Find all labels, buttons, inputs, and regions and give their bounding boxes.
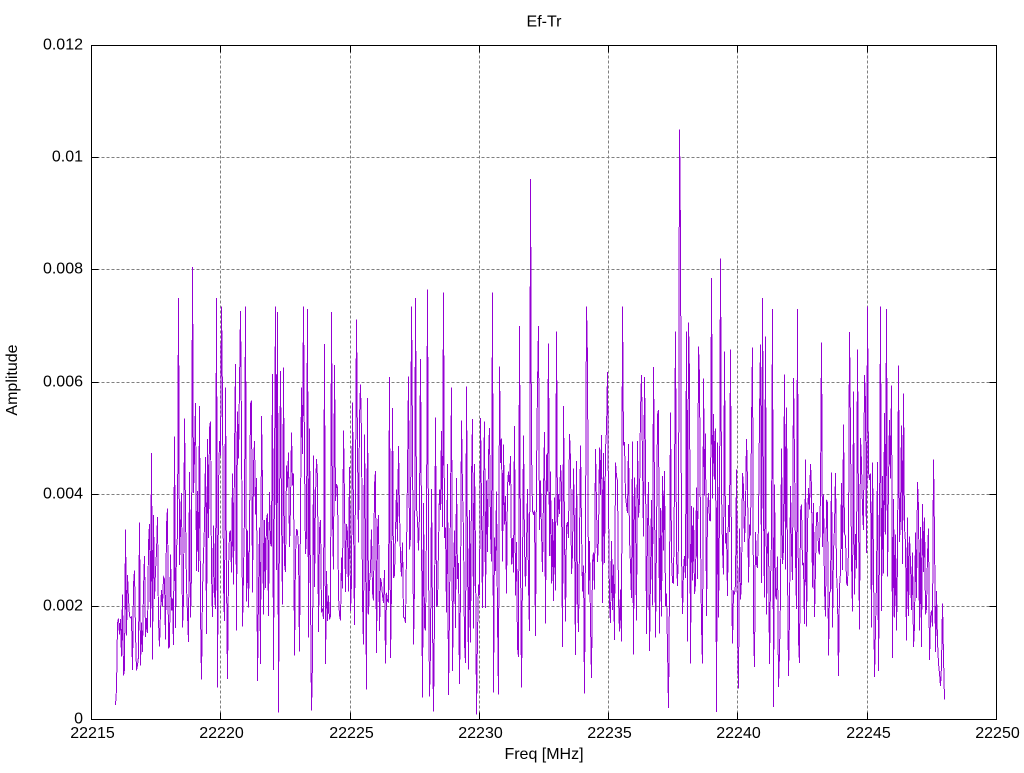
- svg-text:Amplitude: Amplitude: [4, 344, 21, 415]
- svg-text:0: 0: [74, 711, 83, 728]
- svg-text:22245: 22245: [846, 725, 891, 742]
- svg-text:Freq [MHz]: Freq [MHz]: [504, 746, 583, 763]
- svg-text:0.01: 0.01: [52, 149, 83, 166]
- svg-text:0.012: 0.012: [43, 37, 83, 54]
- svg-text:22215: 22215: [70, 725, 115, 742]
- svg-text:22250: 22250: [975, 725, 1020, 742]
- svg-text:0.002: 0.002: [43, 598, 83, 615]
- svg-text:22235: 22235: [587, 725, 632, 742]
- svg-text:0.006: 0.006: [43, 374, 83, 391]
- svg-text:0.008: 0.008: [43, 261, 83, 278]
- svg-text:22230: 22230: [458, 725, 503, 742]
- svg-text:22240: 22240: [716, 725, 761, 742]
- svg-text:22225: 22225: [329, 725, 374, 742]
- svg-text:0.004: 0.004: [43, 486, 83, 503]
- svg-text:22220: 22220: [199, 725, 244, 742]
- svg-text:Ef-Tr: Ef-Tr: [527, 14, 563, 31]
